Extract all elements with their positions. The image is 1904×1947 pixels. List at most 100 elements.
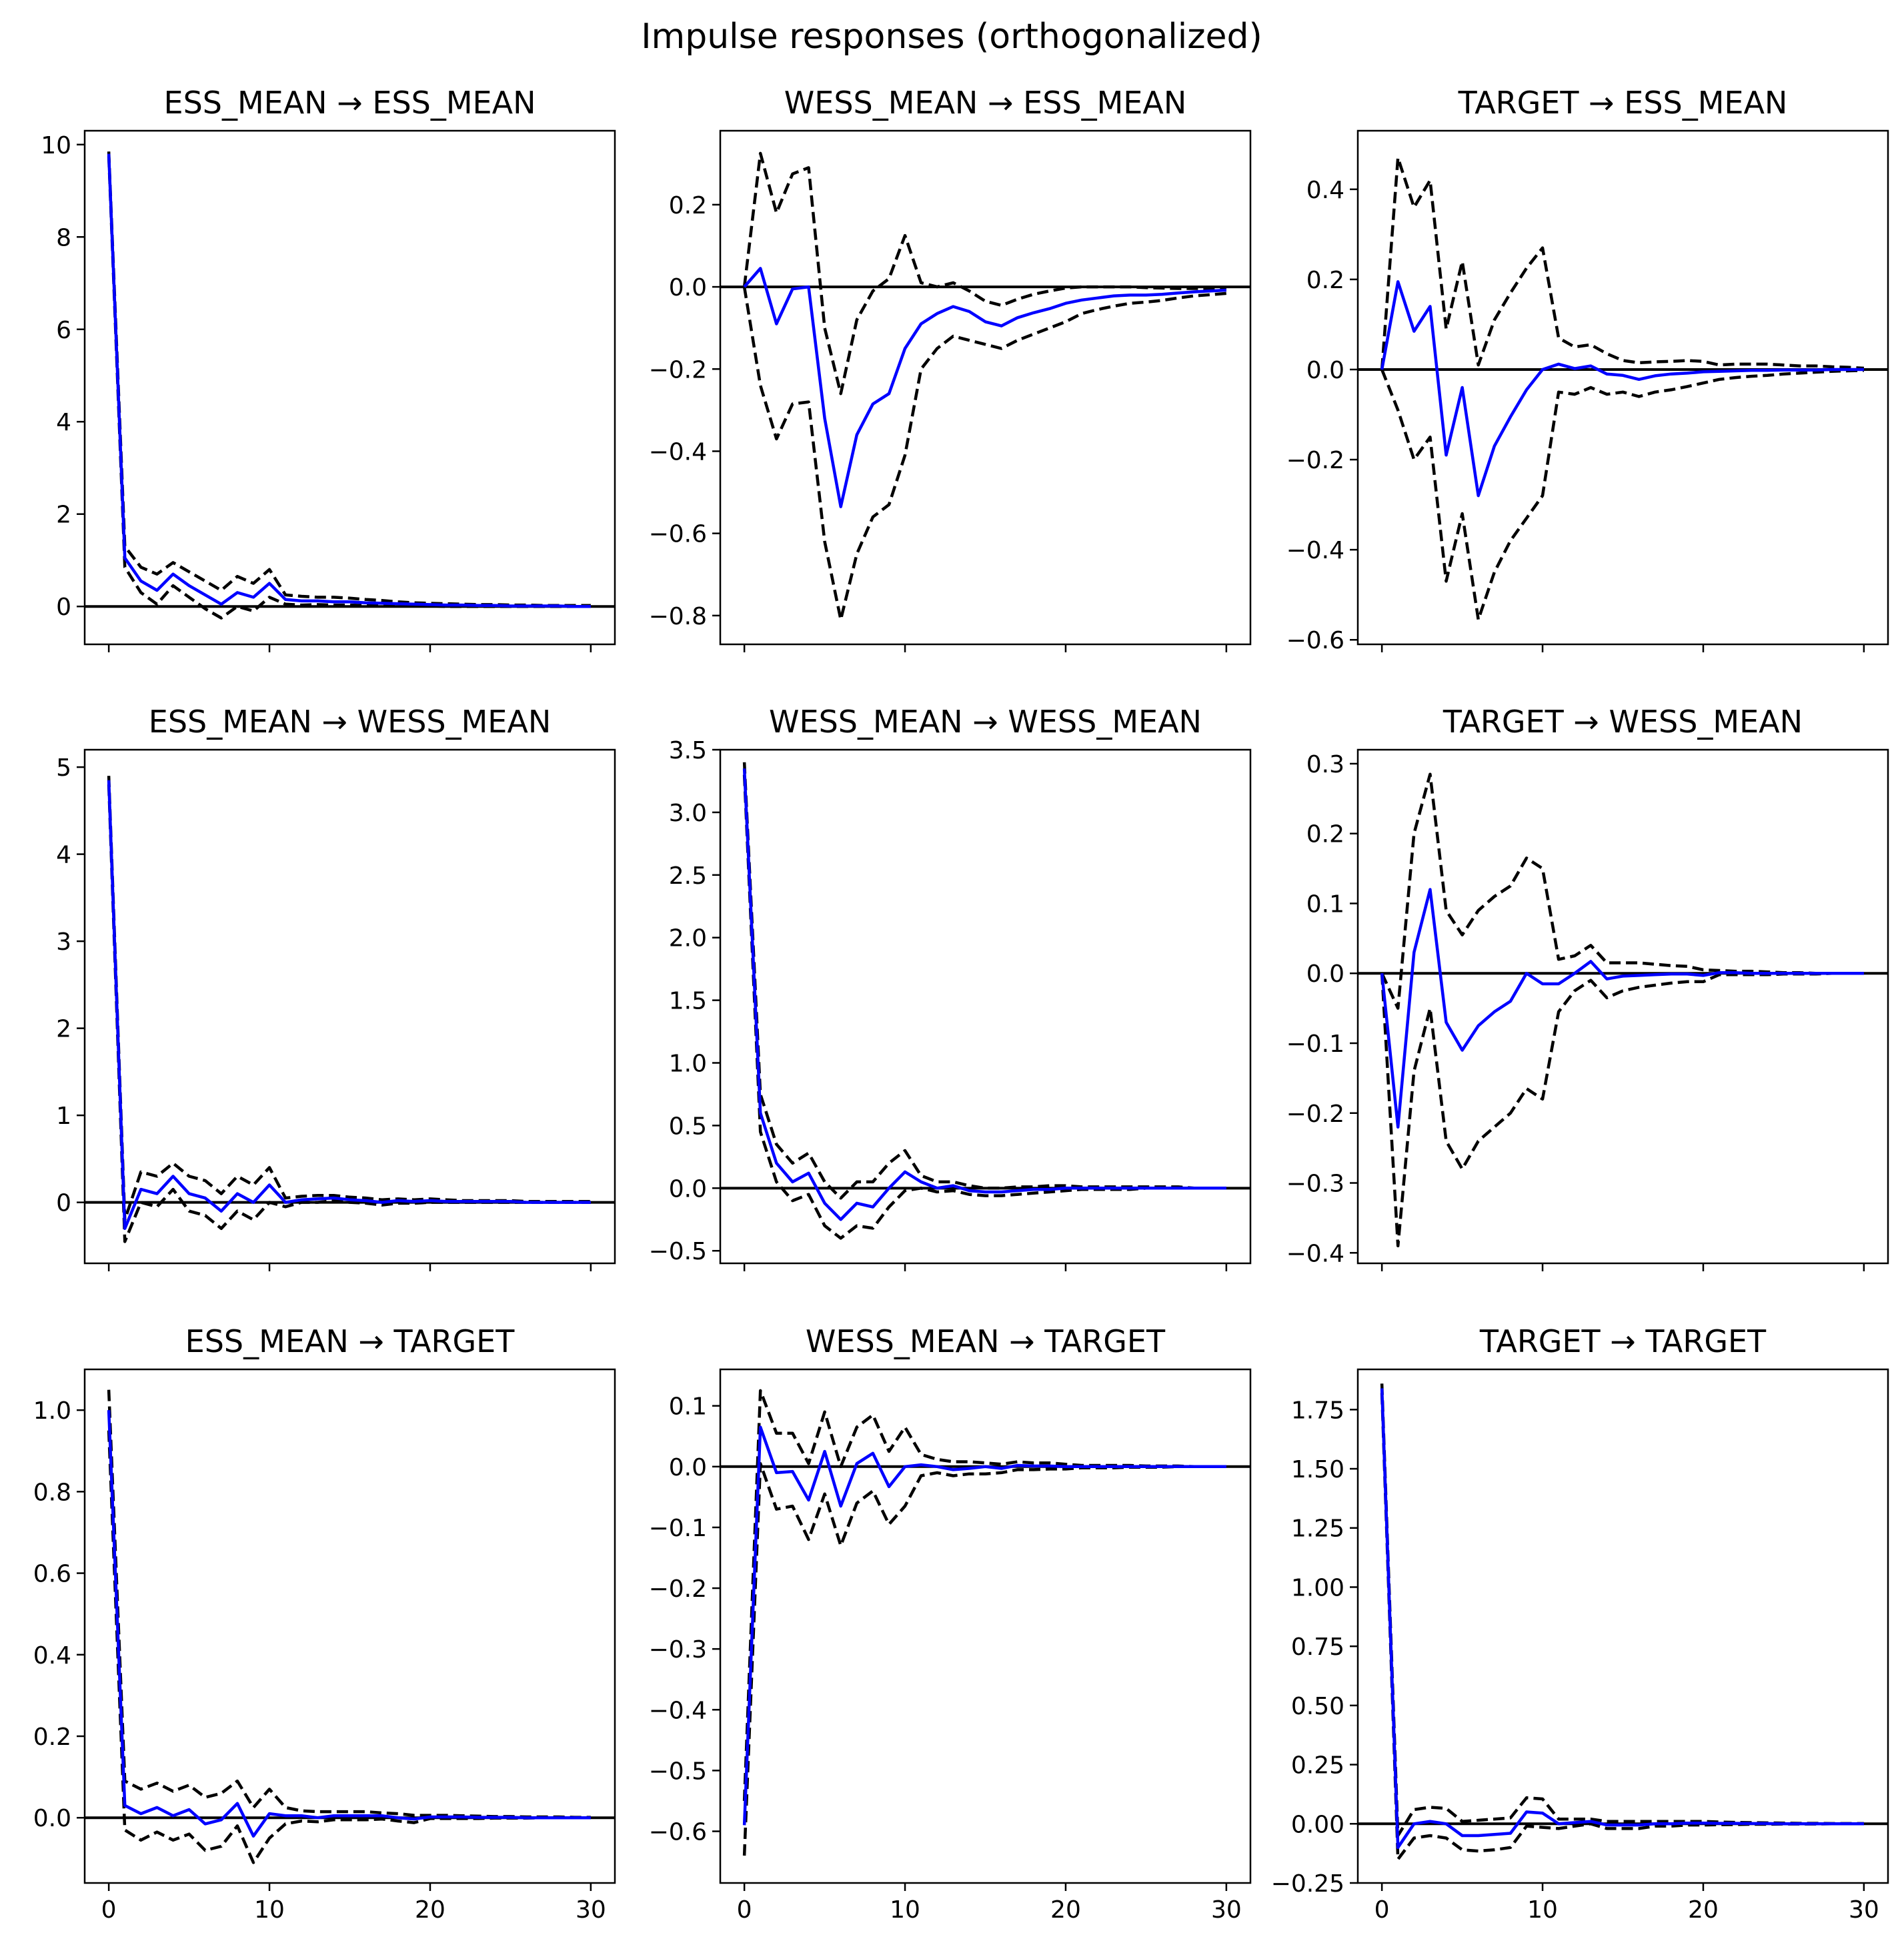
y-tick-label: 10 [41,132,71,159]
y-tick-label: −0.25 [1271,1870,1344,1898]
y-tick-label: −0.6 [649,521,707,548]
x-tick-label: 0 [737,1896,752,1924]
y-tick-label: 0.3 [1306,751,1344,778]
series-group [742,151,1227,622]
series-group [742,762,1226,1240]
y-tick-label: 1 [56,1103,71,1130]
x-tick-label: 30 [1849,1896,1879,1924]
plot-frame [719,129,1252,646]
plot-frame [719,1368,1252,1884]
y-tick-label: 0.0 [1306,357,1344,384]
y-tick-label: 0.75 [1291,1634,1344,1661]
y-tick-label: 0.5 [669,1113,707,1140]
plot-frame [83,1368,616,1884]
subplot-title: WESS_MEAN → TARGET [806,1323,1166,1359]
upper-band-line [107,151,591,608]
irf-line [743,267,1227,508]
subplot-8: WESS_MEAN → TARGET −0.6 −0.5 −0.4 −0.3 −0.2 −0… [649,1323,1252,1924]
figure-title: Impulse responses (orthogonalized) [641,17,1262,57]
x-tick-label: 0 [101,1896,117,1924]
y-tick-label: 0.0 [669,1175,707,1203]
y-tick-label: −0.4 [1286,1240,1344,1267]
y-tick-label: −0.4 [1286,537,1344,564]
series-group [107,776,591,1243]
y-tick-label: 1.75 [1291,1397,1344,1424]
y-tick-label: 1.25 [1291,1515,1344,1543]
x-tick-label: 30 [576,1896,606,1924]
plot-frame [83,748,616,1265]
y-tick-label: 0.4 [1306,177,1344,204]
y-tick-label: 1.0 [33,1397,71,1425]
lower-band-line [107,784,591,1243]
subplot-title: WESS_MEAN → ESS_MEAN [784,85,1186,121]
x-tick-label: 30 [1211,1896,1242,1924]
x-tick-label: 20 [1688,1896,1719,1924]
series-group [1380,772,1864,1248]
plot-frame [719,748,1252,1265]
y-tick-label: 0.0 [1306,960,1344,988]
y-tick-label: 0.00 [1291,1811,1344,1838]
irf-line [1380,888,1864,1129]
y-tick-label: 0 [56,594,71,621]
lower-band-line [1380,369,1864,622]
y-tick-label: 0.50 [1291,1693,1344,1720]
y-tick-label: −0.4 [649,1697,707,1724]
y-tick-label: 2 [56,502,71,529]
y-tick-label: 0 [56,1190,71,1217]
x-tick-label: 10 [1527,1896,1558,1924]
y-tick-label: 4 [56,409,71,436]
y-tick-label: −0.4 [649,438,707,466]
y-tick-label: 5 [56,754,71,782]
y-tick-label: 3.5 [669,737,707,764]
y-tick-label: 1.5 [669,988,707,1015]
y-tick-label: −0.3 [1286,1171,1344,1198]
subplot-9: TARGET → TARGET −0.25 0.00 0.25 0.50 0.75 1.00… [1271,1323,1889,1924]
y-tick-label: 1.00 [1291,1574,1344,1601]
subplot-4: ESS_MEAN → WESS_MEAN 0 1 2 3 4 5 [56,704,616,1271]
irf-line [742,768,1226,1221]
y-tick-label: 0.2 [1306,267,1344,294]
x-tick-label: 20 [415,1896,445,1924]
y-tick-label: −0.5 [649,1238,707,1265]
series-group [107,151,591,620]
y-tick-label: 3 [56,928,71,956]
x-tick-label: 0 [1374,1896,1390,1924]
y-tick-label: 0.6 [33,1561,71,1588]
irf-line [1380,280,1864,498]
y-tick-label: 1.0 [669,1051,707,1078]
series-group [742,1389,1226,1856]
upper-band-line [1380,156,1865,370]
y-tick-label: 2.0 [669,925,707,952]
plot-frame [1356,129,1889,646]
y-tick-label: −0.2 [1286,447,1344,474]
y-tick-label: 0.1 [669,1393,707,1421]
y-tick-label: 0.1 [1306,890,1344,918]
series-group [1380,1383,1864,1861]
y-tick-label: 0.0 [33,1805,71,1832]
x-tick-label: 20 [1050,1896,1081,1924]
y-tick-label: 2.5 [669,862,707,890]
lower-band-line [1380,1393,1864,1861]
plot-frame [1356,1368,1889,1884]
y-tick-label: −0.2 [1286,1101,1344,1128]
y-tick-label: 0.2 [33,1724,71,1751]
y-tick-label: 0.0 [669,1454,707,1481]
y-tick-label: 0.4 [33,1642,71,1670]
subplot-6: TARGET → WESS_MEAN −0.4 −0.3 −0.2 −0.1 0.0 0.1… [1286,704,1889,1271]
y-tick-label: −0.2 [649,356,707,384]
subplot-5: WESS_MEAN → WESS_MEAN −0.5 0.0 0.5 1.0 1.5 2.0… [649,704,1252,1271]
y-tick-label: 4 [56,842,71,869]
x-tick-label: 10 [890,1896,920,1924]
y-tick-label: 0.2 [669,192,707,219]
y-tick-label: 0.0 [669,274,707,301]
subplot-7: ESS_MEAN → TARGET 0.0 0.2 0.4 0.6 0.8 1.0 0 10 20… [33,1323,616,1924]
subplot-1: ESS_MEAN → ESS_MEAN 0 2 4 6 8 10 [41,85,616,652]
y-tick-label: −0.5 [649,1758,707,1785]
series-group [107,1389,591,1864]
y-tick-label: −0.8 [649,603,707,630]
plot-frame [83,129,616,646]
y-tick-label: −0.2 [649,1575,707,1603]
subplot-title: TARGET → ESS_MEAN [1458,85,1788,121]
